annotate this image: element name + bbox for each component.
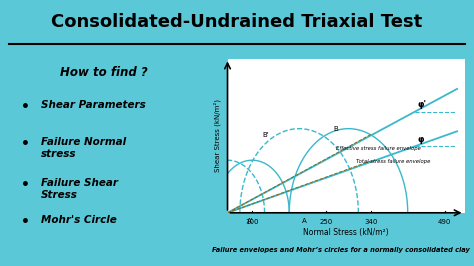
Text: How to find ?: How to find ?	[60, 66, 148, 79]
Text: Consolidated-Undrained Triaxial Test: Consolidated-Undrained Triaxial Test	[51, 13, 423, 31]
Text: Normal Stress (kN/m²): Normal Stress (kN/m²)	[303, 228, 389, 237]
Text: •: •	[21, 100, 29, 114]
Text: φ: φ	[418, 135, 424, 144]
Text: A: A	[301, 218, 306, 224]
Text: Shear Parameters: Shear Parameters	[41, 100, 146, 110]
Text: •: •	[21, 215, 29, 229]
Text: •: •	[21, 178, 29, 192]
Text: Total stress failure envelope: Total stress failure envelope	[356, 159, 430, 164]
Text: •: •	[21, 137, 29, 151]
Text: Failure envelopes and Mohr’s circles for a normally consolidated clay: Failure envelopes and Mohr’s circles for…	[212, 247, 470, 253]
Text: φ': φ'	[418, 100, 427, 109]
Text: 340: 340	[364, 219, 377, 225]
Text: Mohr's Circle: Mohr's Circle	[41, 215, 116, 225]
Text: 100: 100	[246, 219, 259, 225]
Text: Failure Normal
stress: Failure Normal stress	[41, 137, 126, 159]
Text: Failure Shear
Stress: Failure Shear Stress	[41, 178, 118, 200]
Text: Effective stress failure envelope: Effective stress failure envelope	[336, 146, 421, 151]
Text: 250: 250	[319, 219, 333, 225]
Text: B: B	[334, 126, 338, 131]
Text: Shear Stress (kN/m²): Shear Stress (kN/m²)	[214, 99, 221, 172]
Text: B': B'	[263, 132, 269, 138]
Text: A': A'	[247, 218, 254, 224]
Text: 490: 490	[438, 219, 451, 225]
